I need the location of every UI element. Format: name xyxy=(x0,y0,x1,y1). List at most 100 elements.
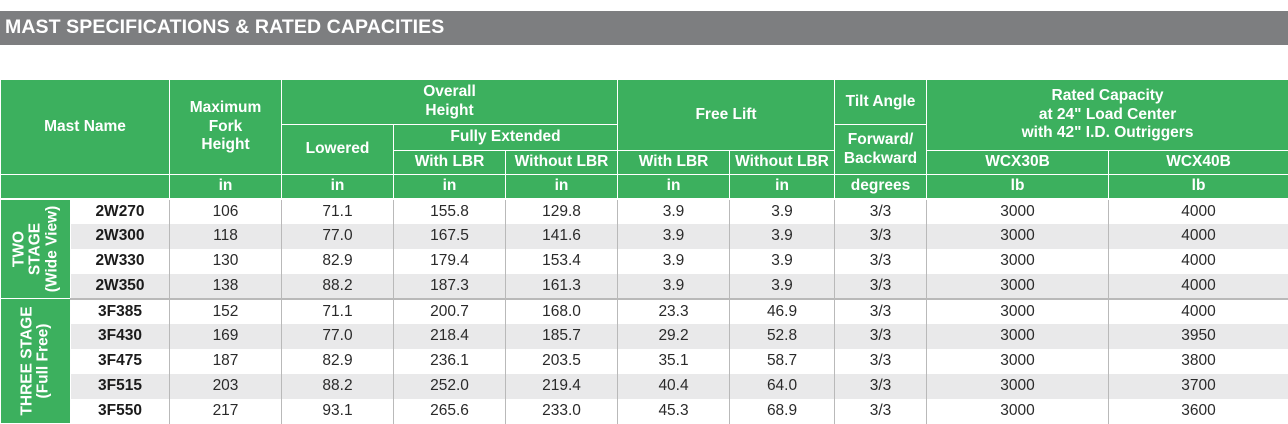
table-row: 3F550 217 93.1 265.6 233.0 45.3 68.9 3/3 3000 360… xyxy=(1,398,1288,424)
table-cell: 168.0 xyxy=(504,297,619,324)
max-fork-height-header: Maximum Fork Height xyxy=(169,79,282,175)
mast-name-cell: 3F430 xyxy=(70,323,170,349)
table-row: 3F475 187 82.9 236.1 203.5 35.1 58.7 3/3 3000 380… xyxy=(1,348,1288,374)
table-cell: 3000 xyxy=(926,273,1110,299)
table-cell: 153.4 xyxy=(504,248,619,274)
table-cell: 141.6 xyxy=(504,223,619,249)
table-cell: 40.4 xyxy=(617,373,731,399)
unit-cell: in xyxy=(504,174,619,200)
table-cell: 35.1 xyxy=(617,348,731,374)
table-cell: 106 xyxy=(169,197,282,224)
table-cell: 52.8 xyxy=(729,323,836,349)
table-cell: 3.9 xyxy=(729,223,836,249)
table-cell: 82.9 xyxy=(281,348,394,374)
table-row: TWO STAGE (Wide View) 2W270 106 71.1 155.8 129.… xyxy=(0,197,1288,299)
table-cell: 3000 xyxy=(926,297,1110,324)
table-cell: 3700 xyxy=(1108,373,1288,399)
table-cell: 3000 xyxy=(926,323,1110,349)
table-cell: 3/3 xyxy=(834,323,928,349)
units-blank-cell xyxy=(0,174,170,200)
lowered-header: Lowered xyxy=(281,124,394,175)
table-cell: 77.0 xyxy=(281,223,394,249)
table-row: 3F515 203 88.2 252.0 219.4 40.4 64.0 3/3 3000 370… xyxy=(1,373,1288,399)
mast-name-cell: 3F550 xyxy=(70,398,170,424)
table-cell: 4000 xyxy=(1108,223,1288,249)
table-body: TWO STAGE (Wide View) 2W270 106 71.1 155.8 129.… xyxy=(0,197,1288,424)
table-cell: 82.9 xyxy=(281,248,394,274)
mast-name-cell: 3F475 xyxy=(70,348,170,374)
unit-cell: in xyxy=(729,174,836,200)
table-row: 2W300 118 77.0 167.5 141.6 3.9 3.9 3/3 3000 4000 xyxy=(1,223,1288,249)
table-cell: 3.9 xyxy=(729,197,836,224)
table-cell: 88.2 xyxy=(281,273,394,299)
table-cell: 23.3 xyxy=(617,297,731,324)
table-cell: 155.8 xyxy=(393,197,506,224)
mast-spec-table: Mast Name Maximum Fork Height Overall He… xyxy=(0,79,1288,424)
table-cell: 169 xyxy=(169,323,282,349)
table-cell: 3.9 xyxy=(617,273,731,299)
table-cell: 265.6 xyxy=(393,398,506,424)
mast-name-header: Mast Name xyxy=(0,79,170,175)
table-cell: 4000 xyxy=(1108,248,1288,274)
table-cell: 219.4 xyxy=(504,373,619,399)
table-cell: 3/3 xyxy=(834,373,928,399)
unit-cell: in xyxy=(617,174,731,200)
table-cell: 3800 xyxy=(1108,348,1288,374)
table-cell: 45.3 xyxy=(617,398,731,424)
table-cell: 118 xyxy=(169,223,282,249)
table-cell: 88.2 xyxy=(281,373,394,399)
group-label: TWO STAGE (Wide View) xyxy=(10,205,60,293)
group-label-cell: THREE STAGE (Full Free) xyxy=(0,298,71,424)
table-cell: 4000 xyxy=(1108,273,1288,299)
group-label-line: STAGE xyxy=(26,222,44,275)
group-label: THREE STAGE (Full Free) xyxy=(18,306,52,416)
unit-cell: degrees xyxy=(834,174,928,200)
table-cell: 3600 xyxy=(1108,398,1288,424)
table-cell: 3000 xyxy=(926,197,1110,224)
table-cell: 71.1 xyxy=(281,197,394,224)
table-cell: 185.7 xyxy=(504,323,619,349)
table-cell: 77.0 xyxy=(281,323,394,349)
table-cell: 179.4 xyxy=(393,248,506,274)
table-cell: 3/3 xyxy=(834,398,928,424)
table-cell: 3.9 xyxy=(617,223,731,249)
table-cell: 161.3 xyxy=(504,273,619,299)
unit-cell: lb xyxy=(1108,174,1288,200)
mast-name-cell: 2W300 xyxy=(70,223,170,249)
wcx30b-header: WCX30B xyxy=(926,150,1110,175)
rated-capacity-header: Rated Capacity at 24" Load Center with 4… xyxy=(926,79,1288,151)
table-cell: 3/3 xyxy=(834,197,928,224)
forward-backward-header: Forward/ Backward xyxy=(834,124,928,175)
table-cell: 187 xyxy=(169,348,282,374)
group-label-line: TWO xyxy=(10,230,28,267)
table-cell: 138 xyxy=(169,273,282,299)
table-cell: 130 xyxy=(169,248,282,274)
table-cell: 3.9 xyxy=(729,273,836,299)
table-cell: 236.1 xyxy=(393,348,506,374)
table-cell: 218.4 xyxy=(393,323,506,349)
group-label-line: THREE STAGE xyxy=(18,306,36,416)
table-cell: 93.1 xyxy=(281,398,394,424)
overall-without-lbr-header: Without LBR xyxy=(504,150,619,175)
tilt-angle-header: Tilt Angle xyxy=(834,79,928,125)
overall-with-lbr-header: With LBR xyxy=(393,150,506,175)
table-cell: 3/3 xyxy=(834,273,928,299)
table-cell: 3.9 xyxy=(617,248,731,274)
free-lift-header: Free Lift xyxy=(617,79,836,151)
table-cell: 129.8 xyxy=(504,197,619,224)
table-row: 2W350 138 88.2 187.3 161.3 3.9 3.9 3/3 3000 4000 xyxy=(1,273,1288,299)
table-cell: 203 xyxy=(169,373,282,399)
table-row: THREE STAGE (Full Free) 3F385 152 71.1 200.7 1… xyxy=(0,297,1288,424)
table-cell: 187.3 xyxy=(393,273,506,299)
title-bar: MAST SPECIFICATIONS & RATED CAPACITIES xyxy=(0,11,1288,45)
group-label-line: (Wide View) xyxy=(42,205,60,293)
table-cell: 46.9 xyxy=(729,297,836,324)
free-lift-without-lbr-header: Without LBR xyxy=(729,150,836,175)
table-cell: 203.5 xyxy=(504,348,619,374)
table-cell: 3.9 xyxy=(729,248,836,274)
table-cell: 3/3 xyxy=(834,223,928,249)
group-label-cell: TWO STAGE (Wide View) xyxy=(0,198,71,299)
table-cell: 4000 xyxy=(1108,297,1288,324)
table-cell: 200.7 xyxy=(393,297,506,324)
unit-cell: in xyxy=(281,174,394,200)
